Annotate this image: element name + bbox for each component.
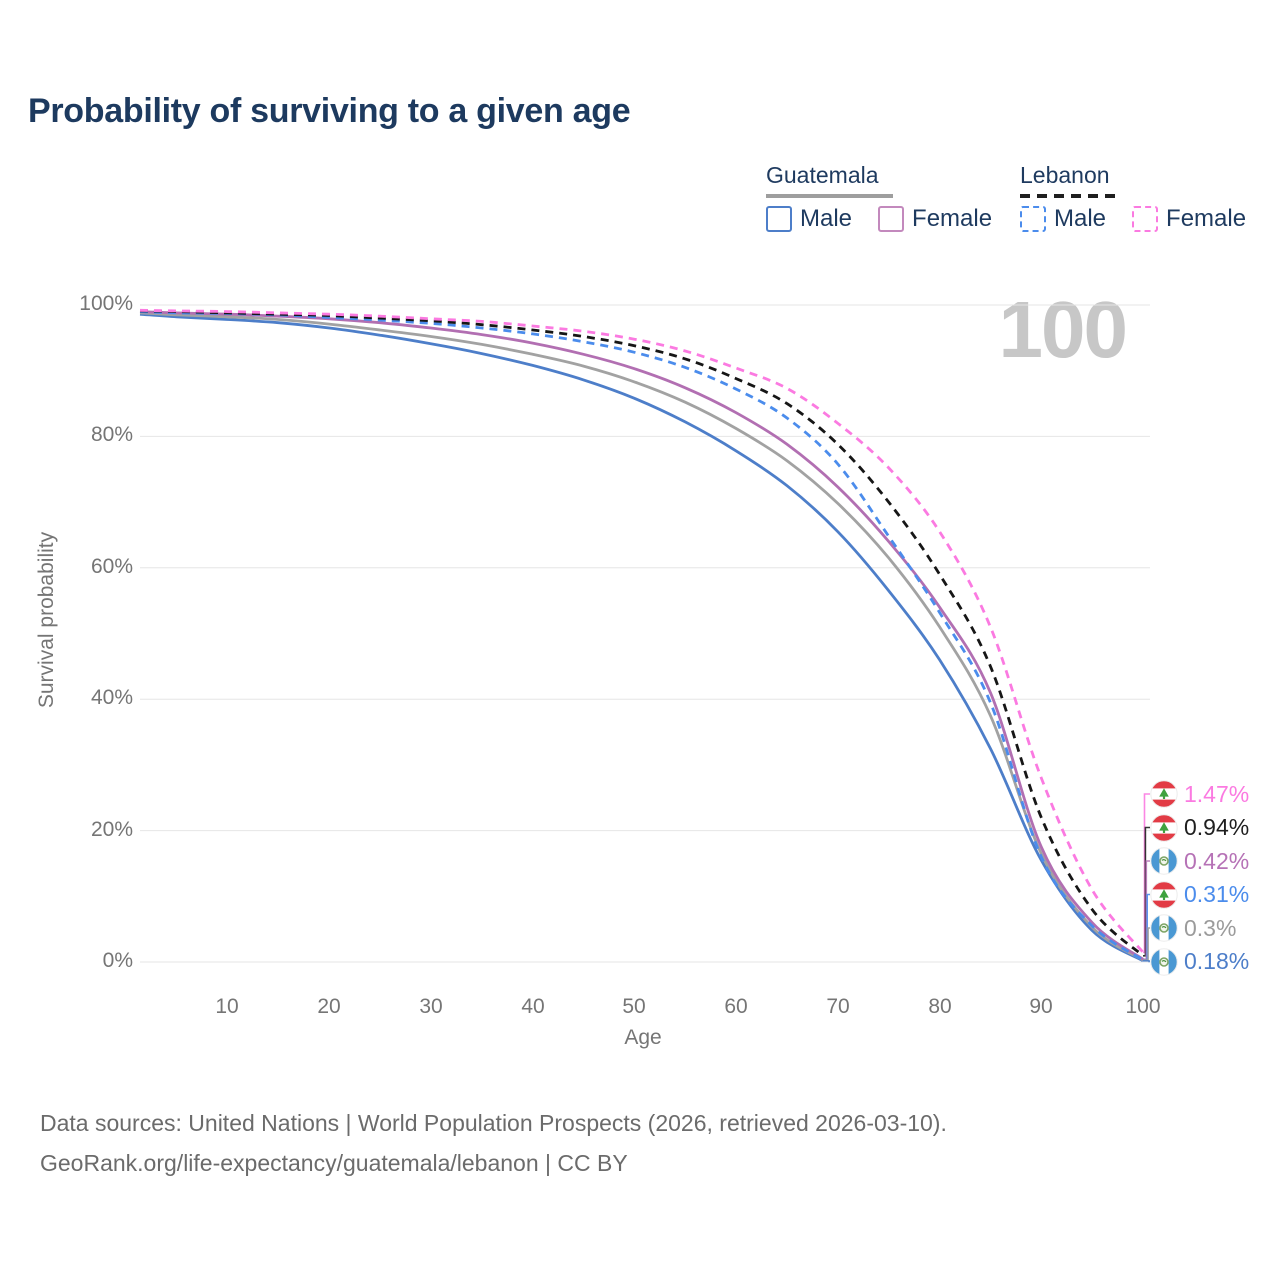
chart-title: Probability of surviving to a given age <box>28 92 631 130</box>
legend-guatemala-underline <box>766 194 893 198</box>
lebanon-flag-icon <box>1150 813 1178 842</box>
x-tick-40: 40 <box>521 995 545 1018</box>
lebanon-flag-icon <box>1150 813 1178 842</box>
x-tick-10: 10 <box>215 995 239 1018</box>
end-label-guatemala-female: 0.42% <box>1150 846 1249 876</box>
x-axis-title: Age <box>624 1026 662 1049</box>
x-tick-100: 100 <box>1125 995 1161 1018</box>
lebanon-flag-icon <box>1150 780 1178 808</box>
end-label-value: 0.94% <box>1184 814 1250 840</box>
y-tick-100: 100% <box>79 292 133 315</box>
legend-lebanon-title: Lebanon <box>1020 162 1110 188</box>
end-label-lebanon-female: 1.47% <box>1150 779 1249 809</box>
guatemala-flag-icon <box>1150 847 1178 875</box>
legend-lebanon-underline <box>1020 194 1119 198</box>
guatemala-flag-icon <box>1150 914 1178 942</box>
age-watermark: 100 <box>998 285 1128 374</box>
x-tick-50: 50 <box>622 995 646 1018</box>
legend-lebanon-female-checkbox[interactable] <box>1132 206 1159 232</box>
attribution-link-text: GeoRank.org/life-expectancy/guatemala/le… <box>40 1150 628 1176</box>
y-tick-0: 0% <box>102 949 133 972</box>
end-label-value: 1.47% <box>1184 780 1250 807</box>
x-tick-80: 80 <box>928 995 952 1018</box>
y-tick-60: 60% <box>90 555 133 578</box>
guatemala-flag-icon <box>1150 947 1178 976</box>
end-label-guatemala-male: 0.18% <box>1150 947 1249 977</box>
guatemala-flag-icon <box>1150 847 1178 875</box>
end-label-connector <box>1143 960 1150 963</box>
y-tick-20: 20% <box>90 818 133 841</box>
legend-group-guatemala: Guatemala Male Female <box>766 162 992 233</box>
legend-guatemala-male-checkbox[interactable] <box>766 206 792 232</box>
lebanon-flag-icon <box>1150 880 1178 909</box>
y-tick-80: 80% <box>90 423 133 446</box>
legend-guatemala-title: Guatemala <box>766 162 879 188</box>
series-line-guatemala-both-sexes[interactable] <box>139 311 1144 962</box>
guatemala-flag-icon <box>1150 947 1178 976</box>
end-label-value: 0.18% <box>1184 948 1250 974</box>
end-label-guatemala-both: 0.3% <box>1150 913 1236 943</box>
end-label-connector <box>1143 826 1150 957</box>
legend-lebanon-female-label[interactable]: Female <box>1166 205 1247 232</box>
x-tick-70: 70 <box>826 995 850 1018</box>
legend-lebanon-male-label[interactable]: Male <box>1054 205 1107 232</box>
legend-guatemala-male-label[interactable]: Male <box>800 205 853 232</box>
x-tick-60: 60 <box>724 995 748 1018</box>
series-line-lebanon-male[interactable] <box>139 310 1144 962</box>
y-tick-40: 40% <box>90 686 133 709</box>
legend-lebanon-male-checkbox[interactable] <box>1020 206 1046 232</box>
x-tick-90: 90 <box>1029 995 1053 1018</box>
legend-guatemala-female-checkbox[interactable] <box>878 206 905 232</box>
legend-guatemala-female-label[interactable]: Female <box>912 205 993 232</box>
series-line-lebanon-female[interactable] <box>139 308 1145 954</box>
x-tick-30: 30 <box>419 995 443 1018</box>
guatemala-flag-icon <box>1150 914 1178 942</box>
lebanon-flag-icon <box>1150 780 1178 808</box>
legend-group-lebanon: Lebanon Male Female <box>1020 162 1246 233</box>
data-sources-text: Data sources: United Nations | World Pop… <box>40 1110 947 1136</box>
series-line-guatemala-male[interactable] <box>139 312 1144 963</box>
end-label-lebanon-both: 0.94% <box>1150 813 1249 843</box>
lebanon-flag-icon <box>1150 880 1178 909</box>
end-label-value: 0.3% <box>1184 914 1237 941</box>
end-label-value: 0.31% <box>1184 881 1250 907</box>
end-label-connector <box>1143 793 1150 954</box>
x-tick-20: 20 <box>317 995 341 1018</box>
end-label-value: 0.42% <box>1184 847 1250 874</box>
end-label-lebanon-male: 0.31% <box>1150 880 1249 910</box>
